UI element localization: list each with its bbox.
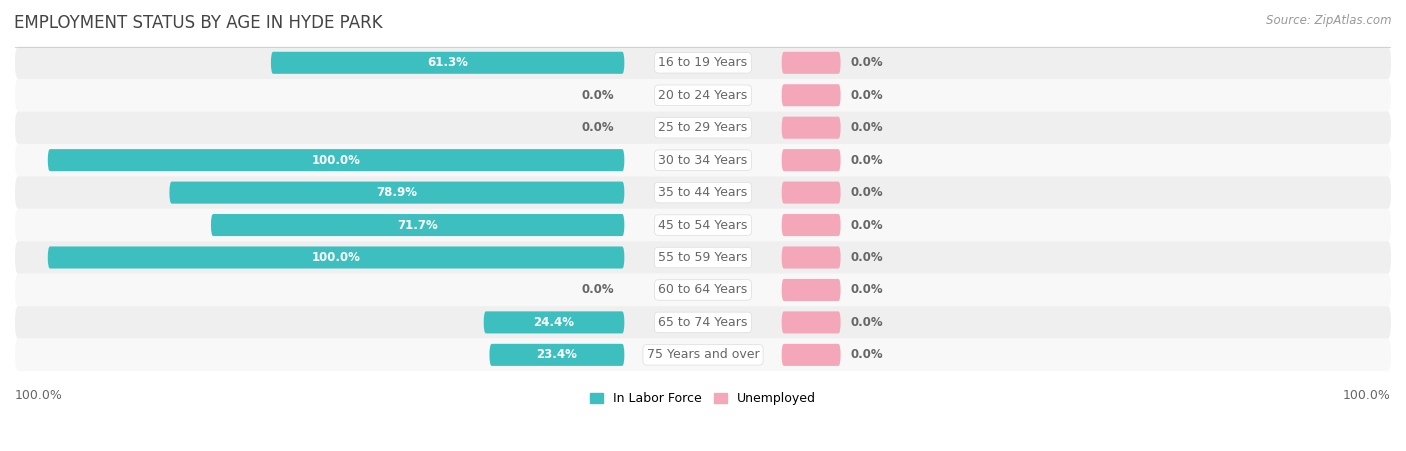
FancyBboxPatch shape bbox=[15, 79, 1391, 111]
Text: 55 to 59 Years: 55 to 59 Years bbox=[658, 251, 748, 264]
Text: 100.0%: 100.0% bbox=[312, 154, 360, 167]
Text: 75 Years and over: 75 Years and over bbox=[647, 348, 759, 361]
Text: 65 to 74 Years: 65 to 74 Years bbox=[658, 316, 748, 329]
FancyBboxPatch shape bbox=[782, 311, 841, 333]
FancyBboxPatch shape bbox=[782, 52, 841, 74]
Text: 0.0%: 0.0% bbox=[851, 56, 883, 69]
FancyBboxPatch shape bbox=[782, 279, 841, 301]
Text: 20 to 24 Years: 20 to 24 Years bbox=[658, 89, 748, 102]
FancyBboxPatch shape bbox=[15, 209, 1391, 241]
Text: 16 to 19 Years: 16 to 19 Years bbox=[658, 56, 748, 69]
FancyBboxPatch shape bbox=[782, 246, 841, 268]
FancyBboxPatch shape bbox=[489, 344, 624, 366]
FancyBboxPatch shape bbox=[48, 149, 624, 171]
Text: 71.7%: 71.7% bbox=[398, 219, 439, 231]
Text: 23.4%: 23.4% bbox=[537, 348, 578, 361]
Text: 100.0%: 100.0% bbox=[15, 389, 63, 402]
FancyBboxPatch shape bbox=[170, 182, 624, 204]
FancyBboxPatch shape bbox=[211, 214, 624, 236]
FancyBboxPatch shape bbox=[15, 111, 1391, 144]
Text: 78.9%: 78.9% bbox=[377, 186, 418, 199]
FancyBboxPatch shape bbox=[15, 274, 1391, 306]
Text: 30 to 34 Years: 30 to 34 Years bbox=[658, 154, 748, 167]
Text: 60 to 64 Years: 60 to 64 Years bbox=[658, 284, 748, 296]
Text: Source: ZipAtlas.com: Source: ZipAtlas.com bbox=[1267, 14, 1392, 27]
FancyBboxPatch shape bbox=[15, 306, 1391, 339]
Text: EMPLOYMENT STATUS BY AGE IN HYDE PARK: EMPLOYMENT STATUS BY AGE IN HYDE PARK bbox=[14, 14, 382, 32]
Text: 25 to 29 Years: 25 to 29 Years bbox=[658, 121, 748, 134]
Legend: In Labor Force, Unemployed: In Labor Force, Unemployed bbox=[585, 387, 821, 410]
FancyBboxPatch shape bbox=[782, 182, 841, 204]
FancyBboxPatch shape bbox=[782, 84, 841, 106]
Text: 0.0%: 0.0% bbox=[851, 284, 883, 296]
FancyBboxPatch shape bbox=[782, 117, 841, 139]
Text: 35 to 44 Years: 35 to 44 Years bbox=[658, 186, 748, 199]
Text: 0.0%: 0.0% bbox=[851, 251, 883, 264]
FancyBboxPatch shape bbox=[782, 149, 841, 171]
FancyBboxPatch shape bbox=[15, 241, 1391, 274]
FancyBboxPatch shape bbox=[48, 246, 624, 268]
FancyBboxPatch shape bbox=[15, 144, 1391, 176]
Text: 61.3%: 61.3% bbox=[427, 56, 468, 69]
Text: 45 to 54 Years: 45 to 54 Years bbox=[658, 219, 748, 231]
Text: 0.0%: 0.0% bbox=[582, 284, 614, 296]
Text: 0.0%: 0.0% bbox=[582, 89, 614, 102]
FancyBboxPatch shape bbox=[782, 214, 841, 236]
Text: 24.4%: 24.4% bbox=[533, 316, 575, 329]
Text: 0.0%: 0.0% bbox=[851, 154, 883, 167]
Text: 0.0%: 0.0% bbox=[851, 186, 883, 199]
Text: 100.0%: 100.0% bbox=[312, 251, 360, 264]
Text: 100.0%: 100.0% bbox=[1343, 389, 1391, 402]
FancyBboxPatch shape bbox=[271, 52, 624, 74]
FancyBboxPatch shape bbox=[15, 176, 1391, 209]
Text: 0.0%: 0.0% bbox=[582, 121, 614, 134]
FancyBboxPatch shape bbox=[782, 344, 841, 366]
Text: 0.0%: 0.0% bbox=[851, 219, 883, 231]
Text: 0.0%: 0.0% bbox=[851, 316, 883, 329]
FancyBboxPatch shape bbox=[15, 339, 1391, 371]
FancyBboxPatch shape bbox=[15, 46, 1391, 79]
Text: 0.0%: 0.0% bbox=[851, 89, 883, 102]
FancyBboxPatch shape bbox=[484, 311, 624, 333]
Text: 0.0%: 0.0% bbox=[851, 121, 883, 134]
Text: 0.0%: 0.0% bbox=[851, 348, 883, 361]
